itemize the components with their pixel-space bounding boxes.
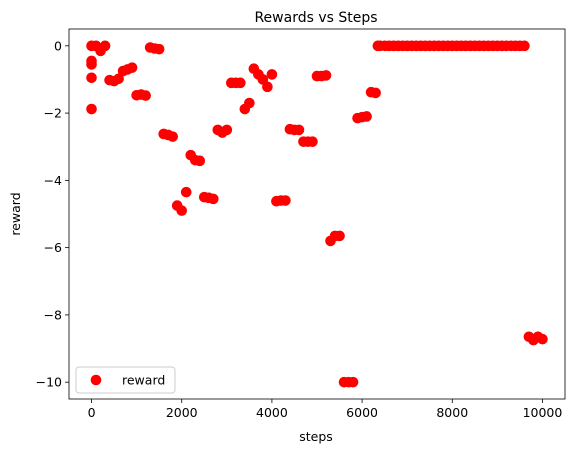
x-axis-label: steps — [299, 429, 333, 444]
data-point — [320, 70, 332, 81]
x-tick-label: 8000 — [436, 405, 468, 420]
data-point — [347, 376, 359, 388]
data-point — [86, 59, 97, 70]
data-point — [180, 186, 192, 198]
data-point — [361, 111, 372, 122]
data-point — [370, 87, 381, 99]
x-tick-label: 4000 — [256, 405, 288, 420]
legend: reward — [75, 366, 176, 394]
y-axis-label: reward — [8, 192, 23, 235]
data-point — [176, 205, 188, 216]
plot-area-frame — [68, 28, 566, 400]
legend-box — [75, 366, 176, 394]
chart-title: Rewards vs Steps — [254, 10, 377, 26]
data-point — [194, 155, 206, 167]
y-tick-label: −6 — [44, 240, 62, 255]
data-point — [221, 124, 233, 136]
y-tick-label: −2 — [44, 106, 62, 121]
x-tick-label: 6000 — [346, 405, 378, 420]
data-point — [153, 43, 165, 55]
data-point — [307, 136, 318, 147]
legend-marker-icon — [90, 374, 102, 386]
y-tick-label: 0 — [54, 38, 62, 53]
data-point — [262, 81, 273, 93]
data-point — [266, 69, 278, 80]
y-axis-ticks: 0 −2 −4 −6 −8 −10 — [36, 38, 69, 390]
legend-label-reward: reward — [122, 373, 165, 388]
data-point — [537, 333, 548, 345]
data-point — [140, 90, 151, 101]
data-point — [167, 131, 179, 142]
x-tick-label: 0 — [88, 405, 96, 420]
data-point — [293, 124, 305, 136]
data-point — [207, 193, 219, 205]
data-point — [99, 40, 111, 52]
data-point — [244, 97, 255, 109]
data-point — [280, 195, 291, 206]
data-point — [519, 40, 530, 52]
data-point — [334, 230, 345, 242]
x-tick-label: 2000 — [166, 405, 198, 420]
data-points — [86, 40, 548, 388]
y-tick-label: −10 — [36, 375, 62, 390]
data-point — [113, 73, 124, 85]
data-point — [126, 62, 138, 73]
data-point — [86, 72, 97, 84]
data-point — [235, 77, 246, 89]
y-tick-label: −8 — [44, 307, 62, 322]
y-tick-label: −4 — [44, 173, 62, 188]
x-axis-ticks: 0 2000 4000 6000 8000 10000 — [88, 399, 563, 420]
x-tick-label: 10000 — [523, 405, 563, 420]
data-point — [86, 103, 97, 115]
